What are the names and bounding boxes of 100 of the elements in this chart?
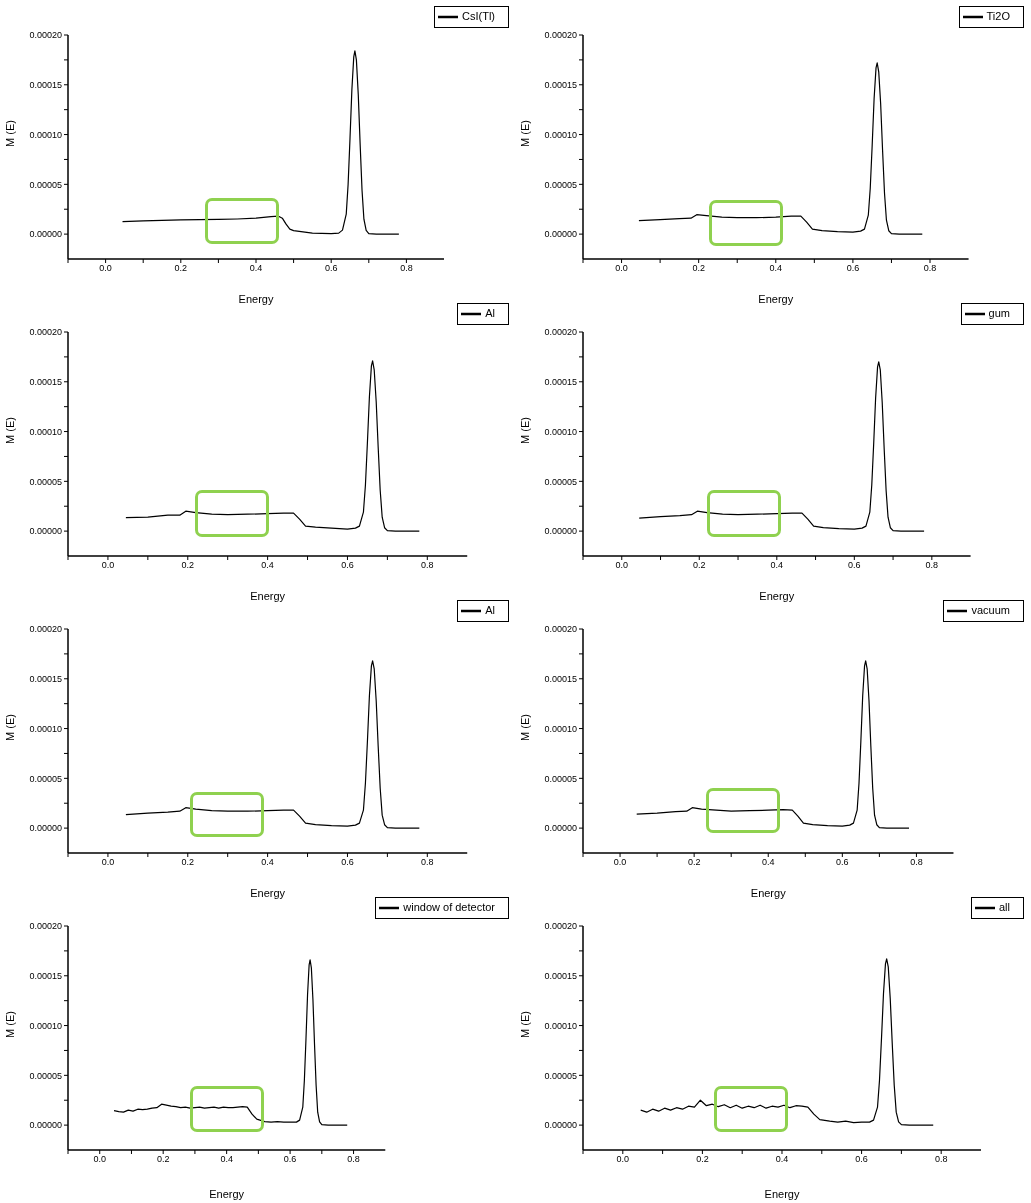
y-tick-label: 0.00015 — [544, 376, 577, 387]
x-tick-label: 0.4 — [775, 1154, 789, 1165]
x-tick-label: 0.8 — [421, 560, 434, 571]
y-tick-label: 0.00000 — [29, 229, 62, 240]
y-tick-label: 0.00000 — [544, 229, 577, 240]
y-tick-label: 0.00015 — [29, 79, 62, 90]
x-tick-label: 0.0 — [99, 263, 112, 274]
x-axis-title: Energy — [759, 590, 795, 602]
y-tick-label: 0.00020 — [29, 921, 62, 932]
y-tick-label: 0.00020 — [29, 30, 62, 41]
x-tick-label: 0.8 — [400, 263, 413, 274]
y-tick-label: 0.00010 — [29, 723, 62, 734]
y-tick-label: 0.00000 — [544, 823, 577, 834]
x-tick-label: 0.4 — [770, 560, 784, 571]
y-axis-title: M (E) — [3, 714, 16, 741]
x-tick-label: 0.2 — [687, 857, 701, 868]
y-tick-label: 0.00015 — [29, 376, 62, 387]
y-tick-label: 0.00000 — [544, 1120, 577, 1131]
x-tick-label: 0.6 — [846, 263, 860, 274]
line-series — [640, 958, 934, 1126]
y-tick-label: 0.00000 — [29, 526, 62, 537]
x-tick-label: 0.0 — [616, 1154, 630, 1165]
y-tick-label: 0.00010 — [29, 129, 62, 140]
y-tick-label: 0.00005 — [29, 1070, 62, 1081]
x-axis-title: Energy — [764, 1188, 800, 1200]
y-tick-label: 0.00010 — [544, 723, 577, 734]
y-tick-label: 0.00020 — [29, 327, 62, 338]
x-tick-label: 0.8 — [910, 857, 923, 868]
line-series — [121, 50, 400, 235]
legend-label: window of detector — [403, 901, 495, 913]
y-tick-label: 0.00015 — [29, 673, 62, 684]
y-tick-label: 0.00020 — [544, 30, 577, 41]
y-tick-label: 0.00010 — [544, 129, 577, 140]
y-axis-title: M (E) — [3, 120, 16, 147]
x-tick-label: 0.2 — [156, 1154, 170, 1165]
y-tick-label: 0.00010 — [544, 426, 577, 437]
x-tick-label: 0.6 — [283, 1154, 297, 1165]
x-tick-label: 0.2 — [181, 857, 195, 868]
y-axis-title: M (E) — [3, 417, 16, 444]
y-tick-label: 0.00010 — [29, 1020, 62, 1031]
y-tick-label: 0.00000 — [544, 526, 577, 537]
legend-label: all — [998, 901, 1010, 913]
line-series — [125, 660, 420, 829]
y-tick-label: 0.00015 — [544, 79, 577, 90]
y-tick-label: 0.00010 — [29, 426, 62, 437]
x-tick-label: 0.6 — [341, 560, 354, 571]
x-tick-label: 0.0 — [615, 263, 628, 274]
x-tick-label: 0.4 — [261, 857, 274, 868]
x-tick-label: 0.8 — [934, 1154, 948, 1165]
legend-label: gum — [988, 307, 1010, 319]
x-tick-label: 0.0 — [101, 560, 115, 571]
x-tick-label: 0.8 — [923, 263, 937, 274]
line-series — [636, 660, 910, 829]
x-tick-label: 0.2 — [693, 560, 706, 571]
y-axis-title: M (E) — [518, 120, 531, 147]
x-axis-title: Energy — [250, 887, 286, 899]
y-tick-label: 0.00005 — [544, 179, 577, 190]
y-axis-title: M (E) — [3, 1011, 16, 1038]
y-tick-label: 0.00005 — [29, 476, 62, 487]
y-tick-label: 0.00015 — [544, 673, 577, 684]
line-series — [638, 361, 925, 532]
legend-label: Ti2O — [986, 10, 1010, 22]
x-tick-label: 0.4 — [220, 1154, 233, 1165]
x-tick-label: 0.2 — [696, 1154, 709, 1165]
legend-label: CsI(Tl) — [462, 10, 495, 22]
x-tick-label: 0.8 — [925, 560, 939, 571]
x-tick-label: 0.4 — [261, 560, 274, 571]
y-axis-title: M (E) — [518, 1011, 531, 1038]
x-tick-label: 0.0 — [613, 857, 627, 868]
x-axis-title: Energy — [209, 1188, 245, 1200]
y-axis-title: M (E) — [518, 417, 531, 444]
x-tick-label: 0.6 — [855, 1154, 868, 1165]
y-tick-label: 0.00020 — [544, 624, 577, 635]
x-tick-label: 0.6 — [836, 857, 849, 868]
y-tick-label: 0.00005 — [544, 1070, 577, 1081]
x-axis-title: Energy — [250, 590, 286, 602]
x-tick-label: 0.8 — [347, 1154, 360, 1165]
y-axis-title: M (E) — [518, 714, 531, 741]
y-tick-label: 0.00015 — [29, 970, 62, 981]
x-tick-label: 0.0 — [615, 560, 629, 571]
x-tick-label: 0.0 — [101, 857, 115, 868]
x-axis-title: Energy — [758, 293, 794, 305]
x-tick-label: 0.8 — [421, 857, 434, 868]
y-tick-label: 0.00005 — [29, 773, 62, 784]
x-tick-label: 0.0 — [93, 1154, 106, 1165]
x-tick-label: 0.6 — [848, 560, 861, 571]
y-tick-label: 0.00020 — [544, 327, 577, 338]
y-tick-label: 0.00010 — [544, 1020, 577, 1031]
x-tick-label: 0.4 — [761, 857, 775, 868]
x-tick-label: 0.6 — [341, 857, 354, 868]
x-axis-title: Energy — [750, 887, 787, 899]
y-tick-label: 0.00020 — [29, 624, 62, 635]
x-tick-label: 0.6 — [324, 263, 338, 274]
x-tick-label: 0.2 — [174, 263, 188, 274]
y-tick-label: 0.00005 — [544, 773, 577, 784]
line-series — [113, 959, 348, 1126]
y-tick-label: 0.00005 — [544, 476, 577, 487]
line-series — [638, 62, 923, 235]
x-tick-label: 0.2 — [181, 560, 195, 571]
y-tick-label: 0.00015 — [544, 970, 577, 981]
